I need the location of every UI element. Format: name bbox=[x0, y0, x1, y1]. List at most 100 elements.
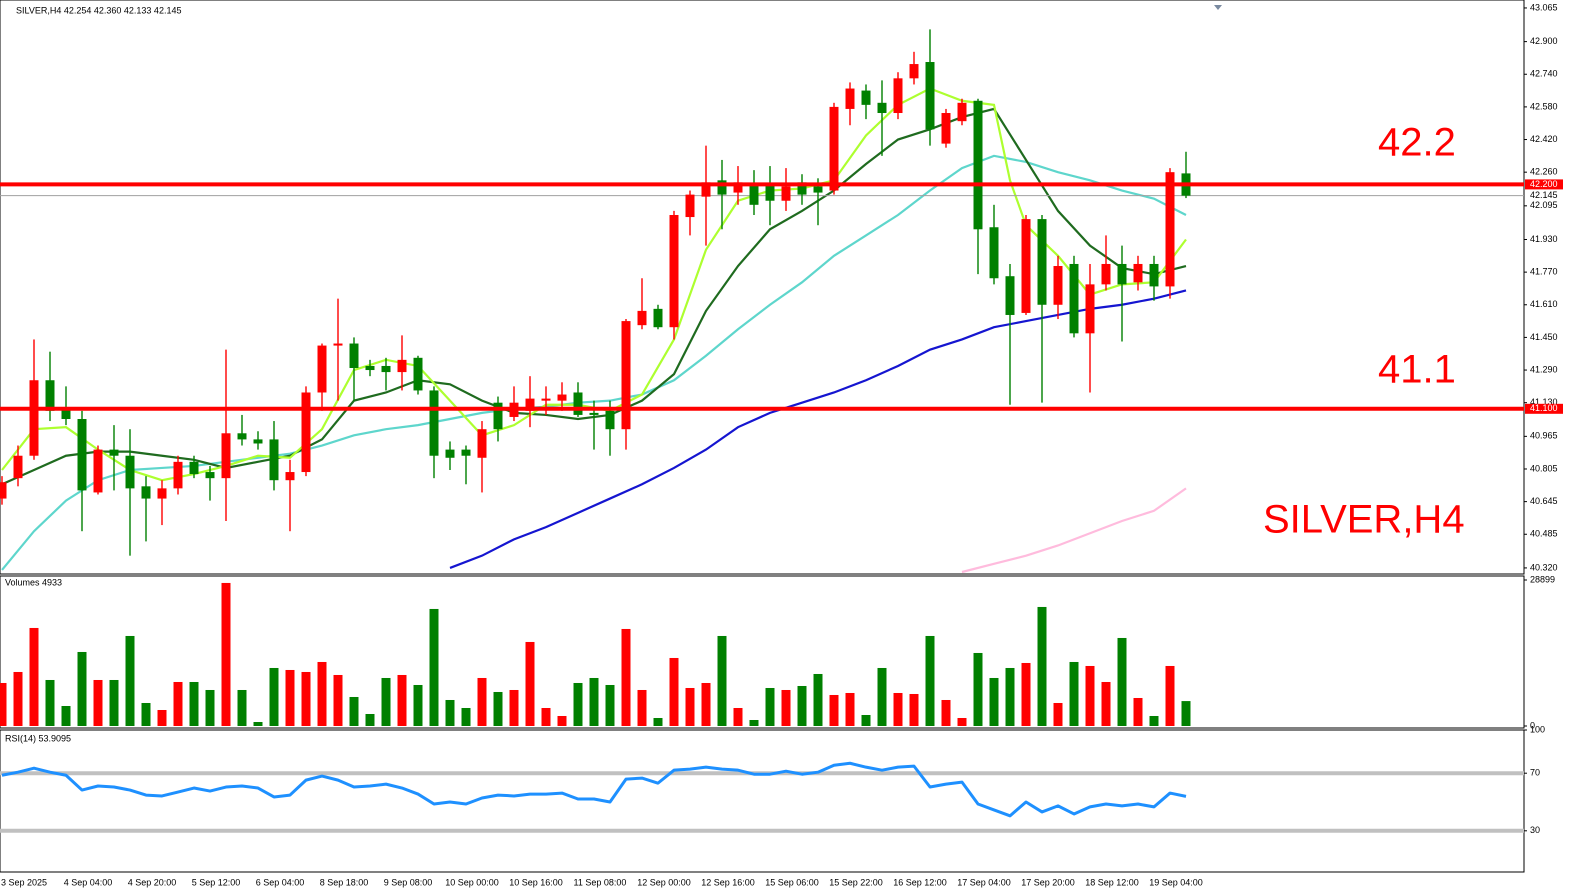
y-tick-label: 30 bbox=[1530, 825, 1540, 835]
volume-bar bbox=[1181, 701, 1191, 726]
candle-body bbox=[141, 486, 151, 499]
candle-body bbox=[589, 412, 599, 415]
volume-bar bbox=[1149, 715, 1159, 726]
volume-bar bbox=[0, 682, 7, 726]
volume-bar bbox=[109, 679, 119, 726]
candle-body bbox=[445, 449, 455, 458]
candle-body bbox=[717, 180, 727, 195]
candle-body bbox=[637, 310, 647, 326]
volume-bar bbox=[1085, 665, 1095, 726]
candle-body bbox=[1069, 263, 1079, 334]
candle-body bbox=[829, 106, 839, 191]
candle-body bbox=[61, 408, 71, 420]
y-tick-label: 0 bbox=[1530, 720, 1535, 730]
candle-body bbox=[1053, 266, 1063, 305]
volume-bar bbox=[349, 696, 359, 726]
volume-bar bbox=[573, 682, 583, 726]
x-tick-label: 10 Sep 00:00 bbox=[445, 877, 499, 887]
volume-bar bbox=[1005, 667, 1015, 726]
y-tick-label: 42.260 bbox=[1530, 167, 1558, 177]
candle-body bbox=[733, 182, 743, 193]
candle-body bbox=[957, 102, 967, 122]
volume-bar bbox=[925, 635, 935, 726]
candle-body bbox=[765, 184, 775, 201]
candle-body bbox=[813, 186, 823, 193]
volume-bar bbox=[221, 582, 231, 726]
volume-bar bbox=[653, 717, 663, 726]
y-tick-label: 42.900 bbox=[1530, 36, 1558, 46]
x-tick-label: 17 Sep 20:00 bbox=[1021, 877, 1075, 887]
x-tick-label: 11 Sep 08:00 bbox=[574, 877, 627, 887]
volume-bar bbox=[445, 699, 455, 726]
y-tick-label: 40.805 bbox=[1530, 463, 1558, 473]
x-tick-label: 15 Sep 06:00 bbox=[765, 877, 819, 887]
volume-bar bbox=[669, 657, 679, 726]
volume-bar bbox=[701, 682, 711, 726]
y-tick-label: 41.290 bbox=[1530, 364, 1558, 374]
candle-body bbox=[621, 321, 631, 430]
volume-bar bbox=[717, 635, 727, 726]
annotation: 41.1 bbox=[1378, 348, 1456, 392]
candle-body bbox=[541, 398, 551, 401]
candle-body bbox=[1037, 219, 1047, 305]
volume-bar bbox=[429, 608, 439, 726]
volume-bar bbox=[957, 717, 967, 726]
candle-body bbox=[493, 402, 503, 430]
volume-bar bbox=[797, 685, 807, 726]
candle-body bbox=[77, 419, 87, 491]
volume-bar bbox=[493, 691, 503, 726]
x-tick-label: 12 Sep 00:00 bbox=[637, 877, 691, 887]
candle-body bbox=[45, 380, 55, 411]
x-tick-label: 3 Sep 2025 bbox=[1, 877, 47, 887]
candle-body bbox=[669, 215, 679, 328]
x-tick-label: 17 Sep 04:00 bbox=[957, 877, 1011, 887]
level-label-box bbox=[1525, 403, 1563, 414]
volume-bar bbox=[29, 627, 39, 726]
candle-body bbox=[13, 455, 23, 479]
candle-body bbox=[157, 488, 167, 499]
x-tick-label: 10 Sep 16:00 bbox=[509, 877, 563, 887]
annotation: 42.2 bbox=[1378, 121, 1456, 165]
x-tick-label: 19 Sep 04:00 bbox=[1149, 877, 1203, 887]
y-tick-label: 40.965 bbox=[1530, 431, 1558, 441]
volume-bar bbox=[605, 684, 615, 726]
x-tick-label: 6 Sep 04:00 bbox=[256, 877, 305, 887]
y-tick-label: 42.420 bbox=[1530, 134, 1558, 144]
y-tick-label: 41.770 bbox=[1530, 267, 1558, 277]
volume-bar bbox=[173, 681, 183, 726]
volume-panel-border bbox=[0, 575, 1525, 729]
candle-body bbox=[461, 449, 471, 456]
level-label: 41.100 bbox=[1530, 403, 1558, 413]
volume-bar bbox=[381, 677, 391, 726]
volume-bar bbox=[13, 671, 23, 726]
candle-body bbox=[333, 343, 343, 346]
volume-bar bbox=[1053, 702, 1063, 726]
volume-bar bbox=[285, 669, 295, 726]
x-tick-label: 16 Sep 12:00 bbox=[893, 877, 947, 887]
volume-bar bbox=[365, 713, 375, 726]
candle-body bbox=[701, 182, 711, 197]
price-panel-border bbox=[0, 0, 1525, 575]
volume-bar bbox=[1117, 637, 1127, 726]
volume-bar bbox=[781, 689, 791, 726]
volume-bar bbox=[157, 709, 167, 726]
volume-bar bbox=[413, 684, 423, 726]
candle-body bbox=[0, 482, 7, 499]
moving-average bbox=[961, 487, 1187, 574]
y-tick-label: 40.320 bbox=[1530, 562, 1558, 572]
candle-body bbox=[925, 62, 935, 130]
candle-body bbox=[109, 449, 119, 456]
y-tick-label: 41.930 bbox=[1530, 234, 1558, 244]
volume-bar bbox=[765, 687, 775, 726]
candle-body bbox=[285, 472, 295, 481]
candle-body bbox=[365, 365, 375, 371]
level-label-box bbox=[1525, 179, 1563, 190]
candle-body bbox=[557, 394, 567, 401]
candle-body bbox=[29, 380, 39, 456]
volume-bar bbox=[317, 661, 327, 726]
candle-body bbox=[397, 359, 407, 373]
candle-body bbox=[413, 357, 423, 391]
candle-body bbox=[301, 392, 311, 473]
y-tick-label: 41.130 bbox=[1530, 397, 1558, 407]
volume-bar bbox=[301, 671, 311, 726]
